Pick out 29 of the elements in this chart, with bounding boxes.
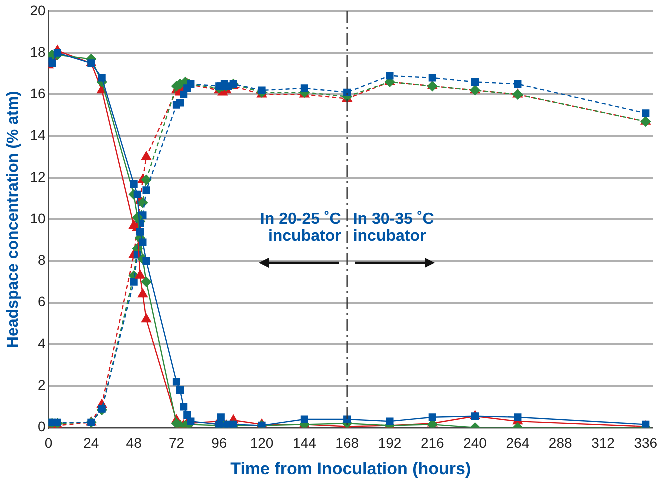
y-tick-label: 14 [30,127,46,144]
x-tick-label: 192 [378,435,402,452]
x-tick-label: 24 [84,435,100,452]
x-tick-label: 96 [212,435,228,452]
y-tick-label: 20 [30,2,46,18]
x-tick-label: 120 [250,435,274,452]
x-tick-label: 264 [506,435,530,452]
x-tick-label: 168 [336,435,360,452]
x-tick-label: 240 [464,435,488,452]
y-tick-label: 16 [30,86,46,102]
x-tick-label: 312 [592,435,616,452]
x-tick-label: 144 [293,435,317,452]
x-axis-title: Time from Inoculation (hours) [230,459,472,478]
y-tick-label: 4 [38,335,46,352]
x-tick-label: 48 [126,435,142,452]
x-tick-label: 288 [548,435,572,452]
y-tick-label: 6 [38,294,46,310]
y-tick-label: 8 [38,252,46,268]
y-tick-label: 0 [38,418,46,435]
x-tick-label: 72 [168,435,185,452]
x-tick-label: 216 [420,435,445,452]
y-tick-label: 10 [30,210,46,226]
y-tick-label: 2 [38,377,46,394]
y-tick-label: 18 [30,44,46,60]
y-axis-title: Headspace concentration (% atm) [5,91,22,348]
annotation: In 20-25 ˚C incubator [259,211,342,246]
x-tick-label: 336 [634,435,658,452]
annotation: In 30-35 ˚C incubator [353,211,436,246]
y-tick-label: 12 [30,168,46,185]
